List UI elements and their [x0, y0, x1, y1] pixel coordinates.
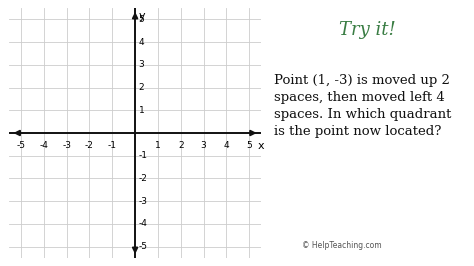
- Text: 3: 3: [138, 60, 144, 69]
- Text: 4: 4: [138, 38, 144, 47]
- Text: -1: -1: [138, 151, 147, 160]
- Text: 4: 4: [224, 141, 229, 150]
- Text: 5: 5: [138, 15, 144, 24]
- Text: Try it!: Try it!: [339, 21, 396, 39]
- Text: y: y: [138, 11, 145, 21]
- Text: -1: -1: [108, 141, 117, 150]
- Text: -4: -4: [39, 141, 48, 150]
- Text: -2: -2: [85, 141, 94, 150]
- Text: 2: 2: [178, 141, 183, 150]
- Text: -3: -3: [62, 141, 71, 150]
- Text: Point (1, -3) is moved up 2
spaces, then moved left 4
spaces. In which quadrant
: Point (1, -3) is moved up 2 spaces, then…: [273, 74, 451, 139]
- Text: -5: -5: [17, 141, 26, 150]
- Text: 1: 1: [155, 141, 161, 150]
- Text: x: x: [257, 141, 264, 151]
- Text: -2: -2: [138, 174, 147, 183]
- Text: -5: -5: [138, 242, 147, 251]
- Text: -3: -3: [138, 197, 147, 206]
- Text: -4: -4: [138, 219, 147, 228]
- Text: 3: 3: [201, 141, 207, 150]
- Text: 2: 2: [138, 83, 144, 92]
- Text: 5: 5: [246, 141, 252, 150]
- Text: 1: 1: [138, 106, 144, 115]
- Text: © HelpTeaching.com: © HelpTeaching.com: [302, 241, 382, 250]
